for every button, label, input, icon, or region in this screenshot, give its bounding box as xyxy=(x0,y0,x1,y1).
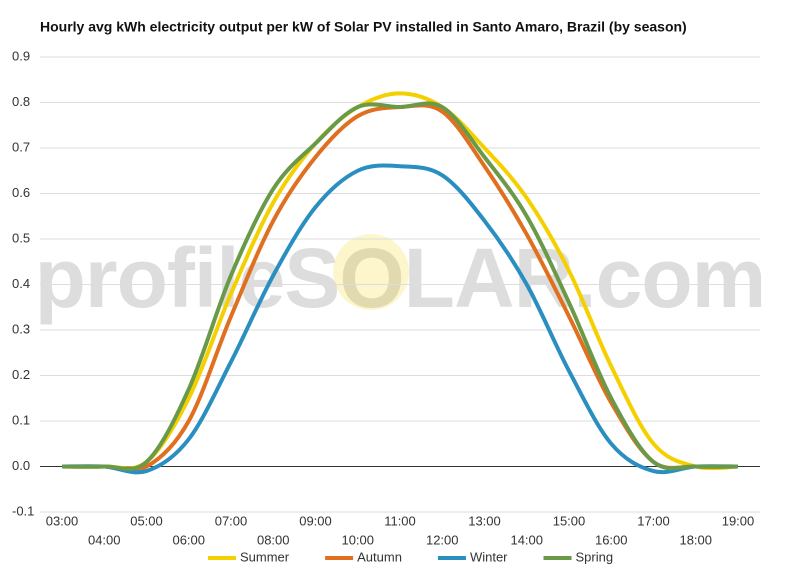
series-line xyxy=(61,163,739,475)
y-tick-label: 0.8 xyxy=(12,94,30,109)
y-tick-label: 0.0 xyxy=(12,458,30,473)
watermark-sun xyxy=(333,234,409,310)
y-tick-label: 0.1 xyxy=(12,412,30,427)
legend-label: Spring xyxy=(576,549,614,564)
x-tick-label: 09:00 xyxy=(299,513,332,528)
x-tick-label: 04:00 xyxy=(88,532,121,547)
legend-label: Autumn xyxy=(357,549,402,564)
x-tick-label: 05:00 xyxy=(130,513,163,528)
x-tick-label: 16:00 xyxy=(595,532,628,547)
series-line xyxy=(61,101,739,471)
y-tick-label: -0.1 xyxy=(12,503,34,518)
legend-label: Winter xyxy=(470,549,508,564)
x-tick-label: 17:00 xyxy=(637,513,670,528)
x-tick-label: 15:00 xyxy=(553,513,586,528)
watermark: profileSOLAR.com xyxy=(35,231,766,325)
x-tick-label: 10:00 xyxy=(341,532,374,547)
y-tick-label: 0.5 xyxy=(12,230,30,245)
x-tick-label: 07:00 xyxy=(215,513,248,528)
series-line xyxy=(61,91,739,471)
y-tick-label: 0.9 xyxy=(12,48,30,63)
x-tick-label: 18:00 xyxy=(679,532,712,547)
legend-label: Summer xyxy=(240,549,290,564)
x-tick-label: 14:00 xyxy=(510,532,543,547)
y-tick-label: 0.4 xyxy=(12,276,30,291)
x-tick-label: 12:00 xyxy=(426,532,459,547)
x-tick-label: 19:00 xyxy=(722,513,755,528)
y-tick-label: 0.7 xyxy=(12,139,30,154)
x-tick-label: 13:00 xyxy=(468,513,501,528)
x-tick-label: 03:00 xyxy=(46,513,79,528)
x-tick-label: 06:00 xyxy=(172,532,205,547)
y-tick-label: 0.3 xyxy=(12,321,30,336)
chart-title: Hourly avg kWh electricity output per kW… xyxy=(40,19,687,35)
y-tick-label: 0.6 xyxy=(12,185,30,200)
x-tick-label: 08:00 xyxy=(257,532,290,547)
y-tick-label: 0.2 xyxy=(12,367,30,382)
x-tick-label: 11:00 xyxy=(384,513,416,528)
